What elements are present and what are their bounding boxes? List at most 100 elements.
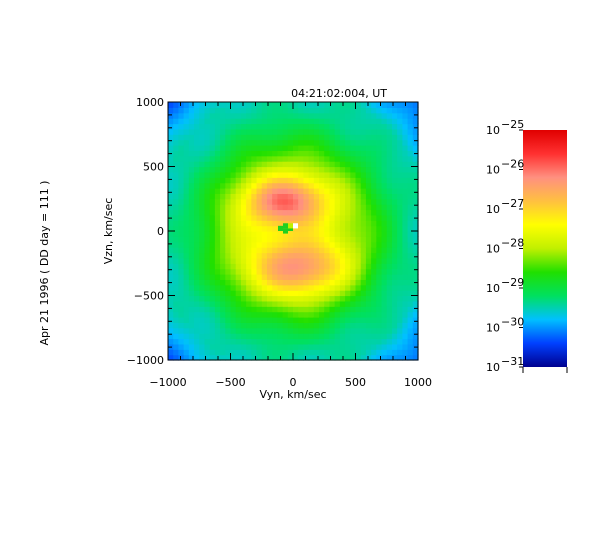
heatmap-cell xyxy=(334,231,341,237)
heatmap-cell xyxy=(188,295,195,302)
heatmap-cell xyxy=(173,333,180,340)
heatmap-cell xyxy=(168,166,174,173)
heatmap-cell xyxy=(298,236,305,243)
heatmap-cell xyxy=(371,322,377,329)
heatmap-cell xyxy=(256,193,263,200)
heatmap-cell xyxy=(277,134,284,141)
heatmap-cell xyxy=(339,241,346,248)
heatmap-cell xyxy=(407,317,414,323)
heatmap-cell xyxy=(251,102,258,108)
heatmap-cell xyxy=(287,166,294,173)
heatmap-cell xyxy=(329,317,336,323)
heatmap-cell xyxy=(339,177,346,184)
heatmap-cell xyxy=(293,322,299,329)
heatmap-cell xyxy=(209,311,216,318)
heatmap-cell xyxy=(287,118,294,125)
heatmap-cell xyxy=(194,263,200,270)
heatmap-cell xyxy=(251,204,258,211)
heatmap-cell xyxy=(303,311,310,318)
heatmap-cell xyxy=(381,300,388,307)
heatmap-cell xyxy=(324,188,331,194)
heatmap-cell xyxy=(319,284,325,291)
heatmap-cell xyxy=(365,107,372,114)
heatmap-cell xyxy=(345,193,351,200)
colorbar-tick-label: 10 −31 xyxy=(486,355,524,374)
heatmap-cell xyxy=(412,225,419,232)
heatmap-cell xyxy=(371,349,377,356)
heatmap-cell xyxy=(194,123,200,130)
heatmap-cell xyxy=(365,257,372,264)
heatmap-cell xyxy=(261,134,268,141)
heatmap-cell xyxy=(230,188,237,194)
heatmap-cell xyxy=(407,171,414,178)
heatmap-cell xyxy=(360,327,367,334)
heatmap-cell xyxy=(365,123,372,130)
heatmap-cell xyxy=(339,274,346,280)
heatmap-cell xyxy=(345,150,351,157)
heatmap-cell xyxy=(365,349,372,356)
heatmap-cell xyxy=(261,241,268,248)
heatmap-cell xyxy=(173,349,180,356)
heatmap-cell xyxy=(303,139,310,146)
heatmap-cell xyxy=(308,112,315,119)
heatmap-cell xyxy=(199,231,206,237)
heatmap-cell xyxy=(293,225,299,232)
heatmap-cell xyxy=(251,300,258,307)
heatmap-cell xyxy=(183,236,190,243)
heatmap-cell xyxy=(391,139,398,146)
heatmap-cell xyxy=(303,182,310,189)
heatmap-cell xyxy=(376,102,383,108)
heatmap-cell xyxy=(261,193,268,200)
heatmap-cell xyxy=(407,349,414,356)
heatmap-cell xyxy=(282,182,289,189)
heatmap-cell xyxy=(246,188,252,194)
heatmap-cell xyxy=(391,284,398,291)
heatmap-cell xyxy=(334,268,341,275)
heatmap-cell xyxy=(183,327,190,334)
heatmap-cell xyxy=(324,214,331,221)
heatmap-cell xyxy=(235,182,242,189)
heatmap-cell xyxy=(194,349,200,356)
heatmap-cell xyxy=(194,198,200,205)
heatmap-cell xyxy=(298,128,305,135)
heatmap-cell xyxy=(277,295,284,302)
heatmap-cell xyxy=(371,343,377,350)
heatmap-cell xyxy=(220,134,226,141)
heatmap-cell xyxy=(209,349,216,356)
y-axis-label: Vzn, km/sec xyxy=(102,198,115,265)
heatmap-cell xyxy=(381,214,388,221)
heatmap-cell xyxy=(287,204,294,211)
heatmap-cell xyxy=(220,123,226,130)
heatmap-cell xyxy=(272,204,278,211)
heatmap-cell xyxy=(256,327,263,334)
heatmap-cell xyxy=(204,354,211,361)
heatmap-cell xyxy=(256,225,263,232)
heatmap-cell xyxy=(329,231,336,237)
heatmap-cell xyxy=(277,236,284,243)
heatmap-cell xyxy=(308,257,315,264)
heatmap-cell xyxy=(397,177,403,184)
heatmap-cell xyxy=(240,171,247,178)
heatmap-cell xyxy=(173,322,180,329)
heatmap-cell xyxy=(168,349,174,356)
heatmap-cell xyxy=(376,300,383,307)
heatmap-cell xyxy=(168,220,174,227)
heatmap-cell xyxy=(412,252,419,259)
heatmap-cell xyxy=(168,177,174,184)
heatmap-cell xyxy=(178,193,185,200)
heatmap-cell xyxy=(339,204,346,211)
heatmap-cell xyxy=(272,295,278,302)
heatmap-cell xyxy=(282,300,289,307)
heatmap-cell xyxy=(246,102,252,108)
heatmap-cell xyxy=(350,112,357,119)
heatmap-cell xyxy=(272,139,278,146)
heatmap-cell xyxy=(365,268,372,275)
heatmap-cell xyxy=(397,171,403,178)
heatmap-cell xyxy=(282,107,289,114)
heatmap-cell xyxy=(391,107,398,114)
heatmap-cell xyxy=(251,311,258,318)
heatmap-cell xyxy=(178,354,185,361)
heatmap-cell xyxy=(365,241,372,248)
heatmap-cell xyxy=(204,166,211,173)
